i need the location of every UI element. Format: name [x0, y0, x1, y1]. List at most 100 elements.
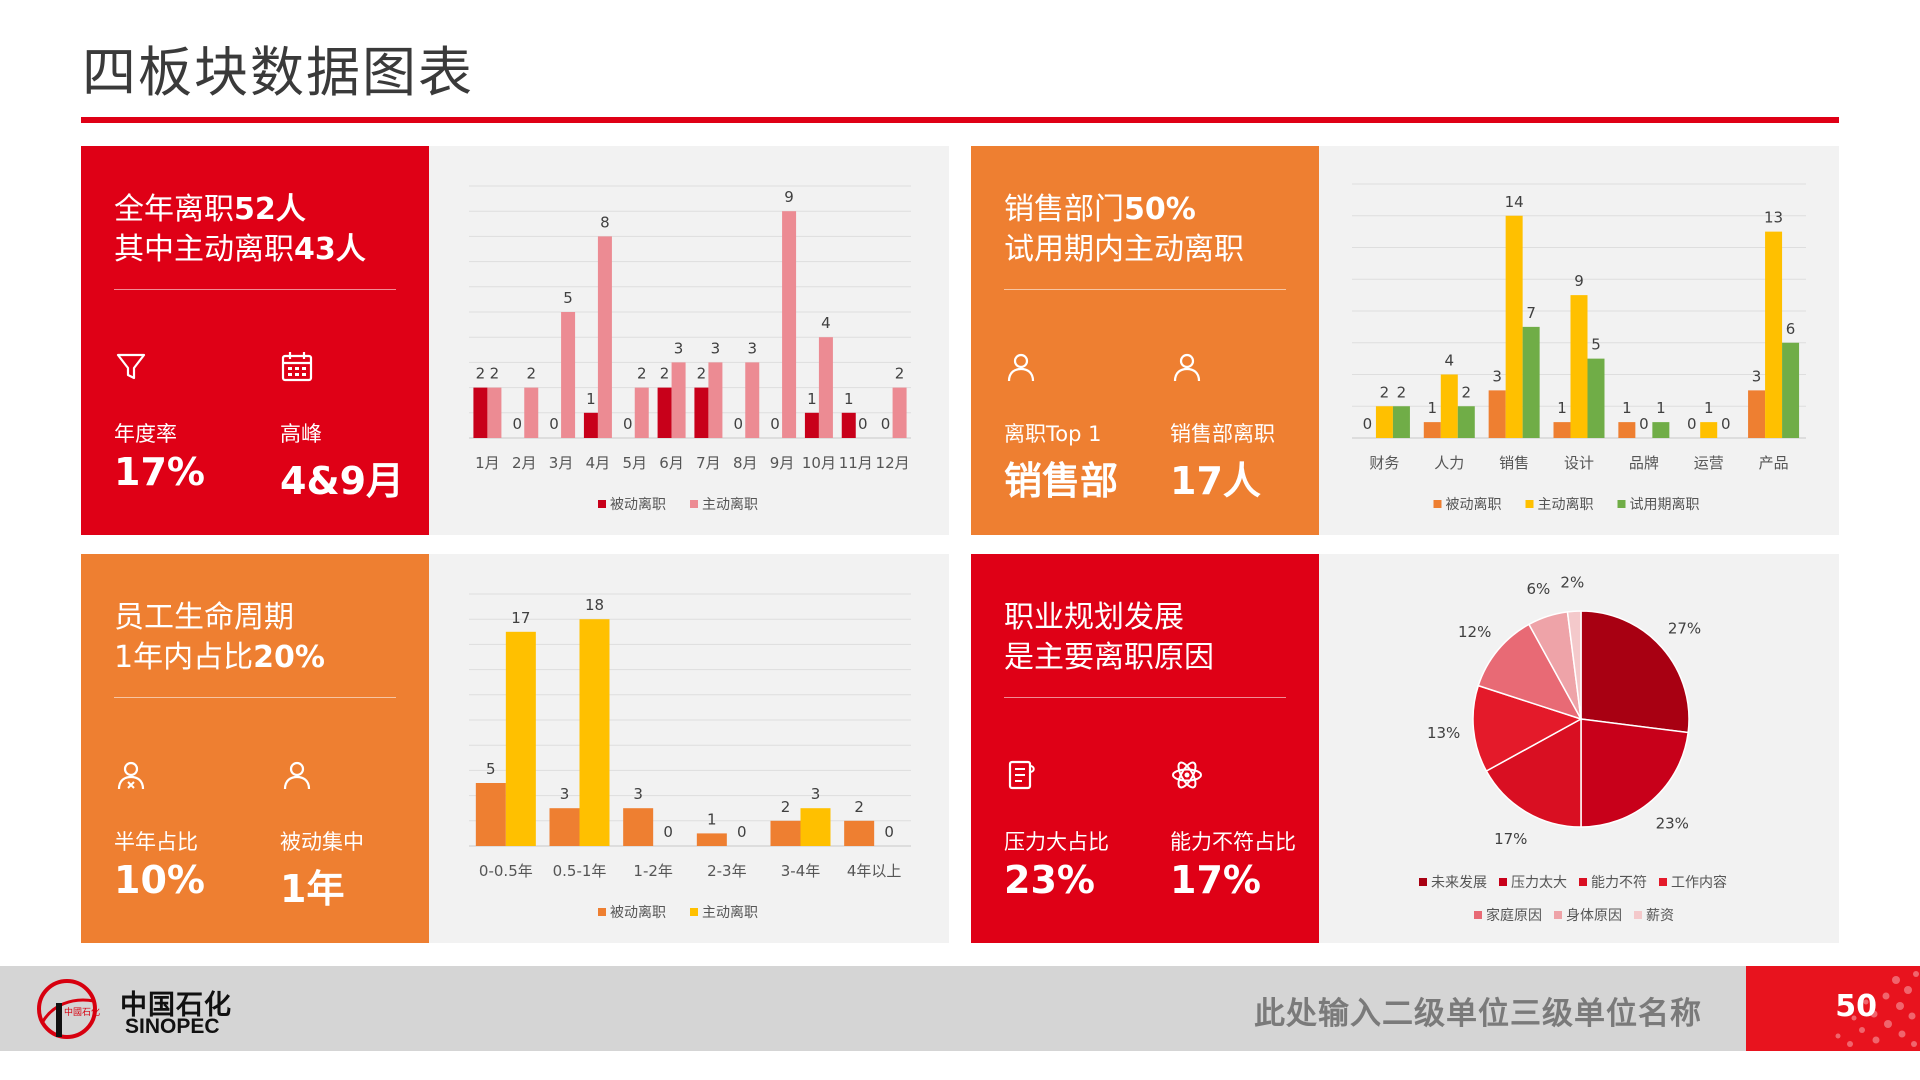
- category-label: 人力: [1434, 454, 1464, 472]
- data-label: 2: [660, 365, 670, 383]
- data-label: 6%: [1526, 580, 1550, 598]
- stat-label: 半年占比: [114, 830, 198, 854]
- category-label: 1-2年: [633, 862, 673, 880]
- bar: [1587, 358, 1605, 438]
- data-label: 0: [549, 415, 559, 433]
- stat-value: 23%: [1004, 858, 1095, 902]
- stat-label: 销售部离职: [1170, 422, 1275, 446]
- legend-label: 试用期离职: [1630, 496, 1700, 513]
- legend-label: 主动离职: [702, 904, 758, 921]
- data-label: 2: [854, 798, 864, 816]
- data-label: 9: [1574, 272, 1584, 290]
- stat-ability: 能力不符占比 17%: [1170, 758, 1330, 902]
- tenure-bar-chart: 5 17 0-0.5年 3 18 0.5-1年 3 0 1-2年 1 0 2-3年 2 3 3-4年 2 0 4年…: [469, 593, 911, 921]
- stat-label: 离职Top 1: [1004, 422, 1102, 446]
- bar: [1700, 422, 1718, 438]
- category-label: 销售: [1499, 454, 1529, 472]
- category-label: 0-0.5年: [479, 862, 533, 880]
- data-label: 0: [512, 415, 522, 433]
- category-label: 10月: [802, 454, 836, 472]
- dotted-pattern: [1835, 971, 1919, 1047]
- data-label: 1: [707, 810, 717, 828]
- card-divider: [1004, 697, 1286, 698]
- bar: [708, 362, 723, 438]
- data-label: 7: [1526, 304, 1536, 322]
- data-label: 0: [1363, 415, 1373, 433]
- card-headline: 销售部门50% 试用期内主动离职: [1004, 192, 1244, 267]
- legend-label: 未来发展: [1431, 875, 1487, 891]
- page-number: 50: [1835, 989, 1877, 1024]
- data-label: 2%: [1560, 573, 1584, 591]
- legend-label: 被动离职: [610, 496, 666, 513]
- category-label: 5月: [622, 454, 647, 472]
- bar: [1457, 406, 1475, 438]
- legend-label: 被动离职: [610, 904, 666, 921]
- category-label: 12月: [876, 454, 910, 472]
- atom-icon: [1172, 761, 1202, 789]
- legend-swatch: [1659, 878, 1667, 886]
- data-label: 2: [526, 365, 536, 383]
- category-label: 2月: [512, 454, 537, 472]
- card-headline: 员工生命周期 1年内占比20%: [114, 600, 325, 675]
- category-label: 品牌: [1629, 454, 1659, 472]
- legend-swatch: [598, 908, 606, 916]
- bar: [1553, 422, 1571, 438]
- funnel-icon: [116, 353, 146, 380]
- bar: [770, 820, 801, 846]
- bar: [1392, 406, 1410, 438]
- stat-half-year: 半年占比 10%: [114, 758, 274, 902]
- data-label: 8: [600, 213, 610, 231]
- data-label: 0: [623, 415, 633, 433]
- data-label: 5: [563, 289, 573, 307]
- data-label: 1: [1622, 399, 1632, 417]
- stat-annual-rate: 年度率 17%: [114, 350, 274, 494]
- stat-label: 能力不符占比: [1170, 830, 1296, 854]
- bar: [745, 362, 760, 438]
- logo-chinese-name: 中国石化: [120, 990, 232, 1021]
- footer-bar: 此处输入二级单位三级单位名称: [0, 966, 1920, 1051]
- category-label: 3月: [549, 454, 574, 472]
- legend-swatch: [1617, 500, 1626, 508]
- category-label: 11月: [839, 454, 873, 472]
- pie-slice: [1580, 718, 1689, 828]
- data-label: 2: [1462, 383, 1472, 401]
- legend-label: 家庭原因: [1486, 907, 1542, 924]
- data-label: 13: [1764, 209, 1783, 227]
- bar: [841, 412, 856, 438]
- pie-slice: [1477, 623, 1583, 721]
- card-divider: [1004, 289, 1286, 290]
- logo-english-name: SINOPEC: [125, 1015, 220, 1038]
- stat-value: 17%: [114, 450, 205, 494]
- legend-label: 工作内容: [1671, 874, 1727, 891]
- data-label: 6: [1786, 320, 1796, 338]
- category-label: 运营: [1694, 454, 1724, 472]
- bar: [800, 808, 831, 846]
- bar: [1782, 342, 1800, 438]
- bar: [1570, 295, 1588, 438]
- legend-swatch: [1499, 878, 1507, 886]
- document-icon: [1008, 760, 1035, 790]
- pie-slice: [1472, 684, 1583, 773]
- stat-value: 17%: [1170, 858, 1261, 902]
- bar: [1618, 422, 1636, 438]
- summary-card-reasons: 职业规划发展 是主要离职原因 压力大占比 23% 能力不符占比 17%: [971, 554, 1319, 943]
- bar: [1748, 390, 1766, 438]
- chart-panel-monthly: 2 2 1月 0 2 2月 0 5 3月 1 8 4月 0 2 5月 2 3 6月 2 3 7月 0 3 8月 0 9 9月 1 4 10…: [429, 146, 949, 535]
- bar: [694, 387, 709, 438]
- category-label: 2-3年: [707, 862, 747, 880]
- data-label: 5: [486, 760, 496, 778]
- legend-swatch: [1474, 911, 1482, 919]
- data-label: 2: [490, 365, 500, 383]
- chart-panel-tenure: 5 17 0-0.5年 3 18 0.5-1年 3 0 1-2年 1 0 2-3年 2 3 3-4年 2 0 4年…: [429, 554, 949, 943]
- data-label: 3: [747, 339, 757, 357]
- bar: [634, 387, 649, 438]
- stat-peak: 高峰 4&9月: [280, 350, 440, 503]
- bar: [1488, 390, 1506, 438]
- legend-swatch: [690, 500, 698, 508]
- bar: [1423, 422, 1441, 438]
- bar: [804, 412, 819, 438]
- bar: [549, 808, 580, 846]
- stat-value: 10%: [114, 858, 205, 902]
- title-divider: [81, 117, 1839, 123]
